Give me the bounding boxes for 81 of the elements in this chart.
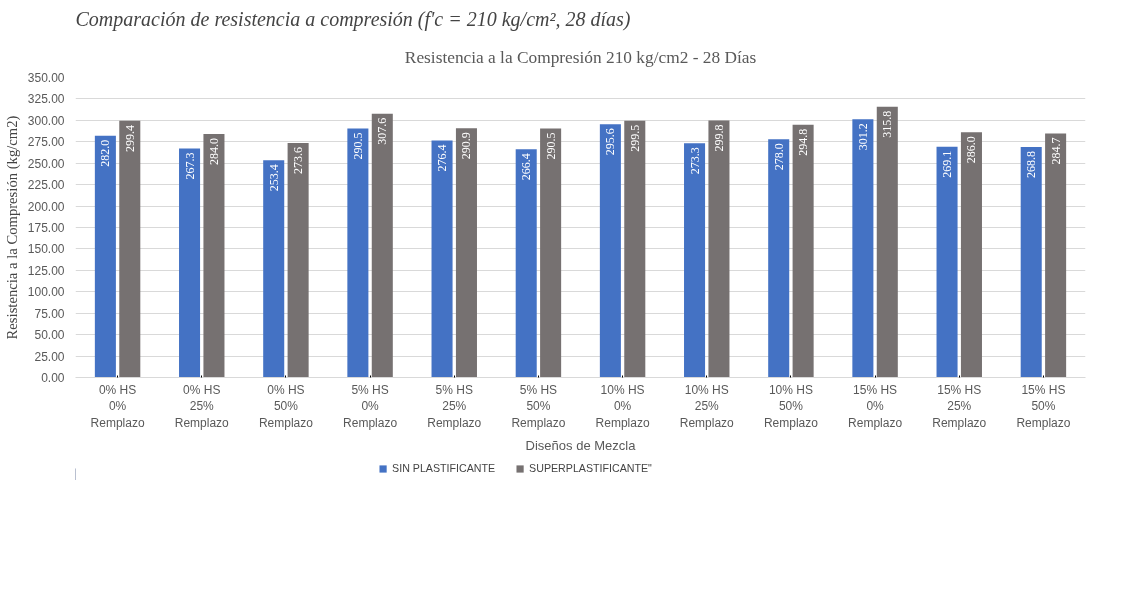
bar xyxy=(371,113,393,378)
bar xyxy=(179,148,201,378)
data-label: 299.5 xyxy=(627,124,642,152)
data-label: 266.4 xyxy=(519,153,534,181)
bar xyxy=(263,160,285,378)
data-label: 290.5 xyxy=(543,132,558,160)
y-tick-label: 175.00 xyxy=(27,221,65,235)
x-tick-label: 15% HS 0% Remplazo xyxy=(848,382,903,431)
data-label: 273.6 xyxy=(291,146,306,174)
x-tick-label: 5% HS 25% Remplazo xyxy=(427,382,482,431)
data-label: 301.2 xyxy=(855,123,870,151)
bar xyxy=(431,140,453,378)
y-tick-label: 275.00 xyxy=(27,135,65,150)
y-tick-label: 225.00 xyxy=(27,178,65,193)
data-label: 307.6 xyxy=(375,117,390,145)
y-tick-label: 0.00 xyxy=(41,371,65,385)
bar xyxy=(287,142,309,378)
data-label: 278.0 xyxy=(771,143,786,171)
bar xyxy=(684,143,706,378)
bar xyxy=(708,120,730,378)
bar xyxy=(852,119,874,378)
bar xyxy=(347,128,369,378)
data-label: 273.3 xyxy=(687,147,702,175)
x-tick-label: 10% HS 50% Remplazo xyxy=(763,382,819,431)
data-label: 284.0 xyxy=(206,138,221,166)
x-tick-label: 15% HS 25% Remplazo xyxy=(932,382,987,431)
y-tick-label: 100.00 xyxy=(27,285,65,300)
x-tick-label: 15% HS 50% Remplazo xyxy=(1016,382,1071,431)
y-tick-label: 300.00 xyxy=(27,113,65,128)
data-label: 290.5 xyxy=(350,132,365,160)
x-tick-label: 5% HS 50% Remplazo xyxy=(511,382,566,431)
x-axis-title: Diseños de Mezcla xyxy=(525,438,637,454)
data-label: 286.0 xyxy=(964,136,979,164)
data-label: 269.1 xyxy=(940,150,955,178)
bar xyxy=(768,139,790,378)
data-label: 282.0 xyxy=(98,139,113,167)
bar xyxy=(119,120,141,378)
bar xyxy=(1020,147,1042,378)
legend-label: SUPERPLASTIFICANTE" xyxy=(529,462,652,474)
y-tick-label: 150.00 xyxy=(27,242,65,257)
x-tick-label: 0% HS 25% Remplazo xyxy=(174,382,230,431)
data-label: 295.6 xyxy=(603,128,618,156)
legend-label: SIN PLASTIFICANTE xyxy=(392,462,496,474)
y-tick-label: 250.00 xyxy=(27,156,65,171)
y-tick-label: 25.00 xyxy=(34,349,65,364)
data-label: 315.8 xyxy=(880,110,895,138)
data-label: 267.3 xyxy=(182,152,197,180)
data-label: 299.8 xyxy=(711,124,726,152)
data-label: 253.4 xyxy=(266,164,281,192)
data-label: 290.9 xyxy=(459,132,474,160)
data-label: 268.8 xyxy=(1024,151,1039,179)
chart-title: Resistencia a la Compresión 210 kg/cm2 - 28 Días xyxy=(404,47,757,67)
y-axis-title: Resistencia a la Compresión (kg/cm2) xyxy=(3,115,21,340)
y-tick-label: 75.00 xyxy=(34,306,65,321)
x-tick-label: 10% HS 0% Remplazo xyxy=(595,382,650,431)
x-tick-label: 0% HS 50% Remplazo xyxy=(258,382,314,431)
y-tick-label: 200.00 xyxy=(27,199,65,214)
data-label: 299.4 xyxy=(122,124,137,152)
bar xyxy=(94,135,116,378)
x-tick-label: 0% HS 0% Remplazo xyxy=(90,382,145,431)
bar xyxy=(515,149,537,378)
text: Comparación de resistencia a compresión (f'c = 210 kg/cm², 28 días) xyxy=(75,7,631,31)
data-label: 284.7 xyxy=(1048,137,1063,165)
bar xyxy=(624,120,646,378)
data-label: 294.8 xyxy=(796,128,811,156)
bar xyxy=(960,132,982,378)
y-tick-label: 350.00 xyxy=(27,71,65,85)
x-tick-label: 10% HS 25% Remplazo xyxy=(679,382,735,431)
bar xyxy=(1045,133,1067,378)
bar xyxy=(455,128,477,378)
bar xyxy=(540,128,562,378)
bar xyxy=(599,124,621,378)
bar xyxy=(792,124,814,378)
y-tick-label: 125.00 xyxy=(27,263,65,278)
bar xyxy=(936,146,958,378)
data-label: 276.4 xyxy=(435,144,450,172)
y-tick-label: 50.00 xyxy=(34,328,65,343)
y-tick-label: 325.00 xyxy=(27,92,65,107)
x-tick-label: 5% HS 0% Remplazo xyxy=(343,382,398,431)
bar xyxy=(876,106,898,378)
bar xyxy=(203,134,225,378)
